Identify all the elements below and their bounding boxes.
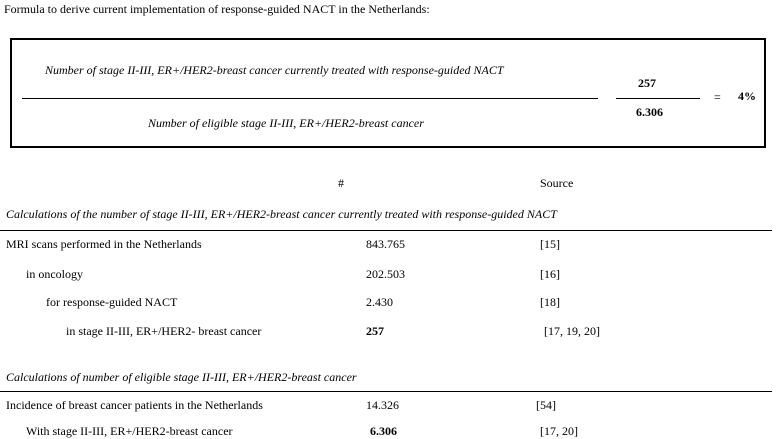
table-row-label: for response-guided NACT	[46, 295, 178, 309]
table-row-value: 2.430	[366, 295, 393, 309]
formula-numerator-label: Number of stage II-III, ER+/HER2-breast …	[45, 63, 504, 77]
table-row-source: [15]	[540, 237, 560, 251]
table-row-source: [16]	[540, 267, 560, 281]
formula-result: 4%	[738, 89, 756, 103]
table-row-source: [18]	[540, 295, 560, 309]
table-row-value: 257	[366, 324, 384, 338]
column-header-source: Source	[540, 176, 574, 190]
formula-box: Number of stage II-III, ER+/HER2-breast …	[10, 38, 766, 148]
table-row-value: 14.326	[366, 398, 399, 412]
formula-equals: =	[714, 90, 721, 104]
table-row-value: 6.306	[370, 424, 397, 438]
formula-fraction-line	[22, 98, 598, 99]
table-row-source: [54]	[536, 398, 556, 412]
table-row-source: [17, 20]	[540, 424, 578, 438]
section-heading: Calculations of the number of stage II-I…	[6, 207, 557, 221]
table-row-value: 843.765	[366, 237, 405, 251]
table-row-label: in oncology	[26, 267, 83, 281]
formula-value-line	[616, 98, 700, 99]
page-title: Formula to derive current implementation…	[4, 2, 430, 16]
table-row-value: 202.503	[366, 267, 405, 281]
table-row-label: With stage II-III, ER+/HER2-breast cance…	[26, 424, 233, 438]
table-row-label: MRI scans performed in the Netherlands	[6, 237, 202, 251]
section-heading: Calculations of number of eligible stage…	[6, 370, 357, 384]
section-divider	[0, 391, 772, 392]
section-divider	[0, 230, 772, 231]
formula-denominator-label: Number of eligible stage II-III, ER+/HER…	[148, 116, 424, 130]
table-row-label: Incidence of breast cancer patients in t…	[6, 398, 263, 412]
formula-numerator-value: 257	[638, 76, 656, 90]
table-row-label: in stage II-III, ER+/HER2- breast cancer	[66, 324, 262, 338]
table-row-source: [17, 19, 20]	[544, 324, 600, 338]
formula-denominator-value: 6.306	[636, 105, 663, 119]
column-header-count: #	[338, 176, 344, 190]
